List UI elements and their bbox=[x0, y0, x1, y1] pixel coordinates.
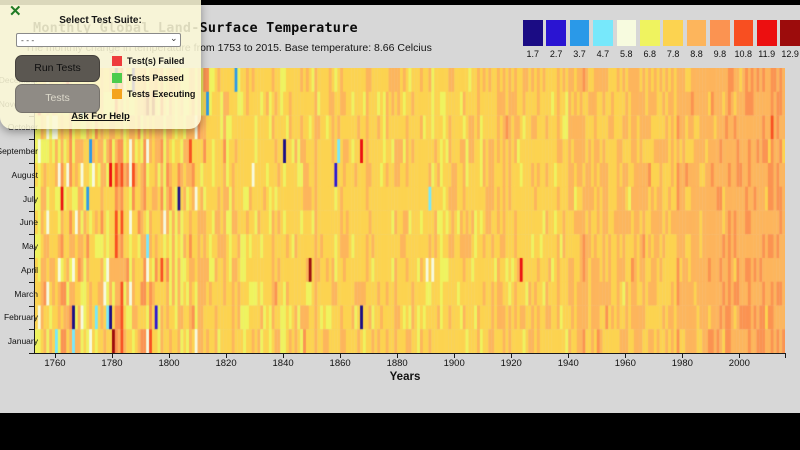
y-axis-label-month: April bbox=[20, 264, 38, 275]
y-axis-tick bbox=[29, 186, 34, 188]
test-suite-select[interactable]: - - - bbox=[16, 33, 181, 47]
x-axis-label-year: 2000 bbox=[728, 358, 750, 369]
tests-button[interactable]: Tests bbox=[15, 84, 100, 113]
x-axis-label-year: 1880 bbox=[386, 358, 408, 369]
legend-tick-label: 7.8 bbox=[666, 49, 680, 59]
x-axis-tick bbox=[397, 353, 399, 358]
x-axis-label-year: 1840 bbox=[272, 358, 294, 369]
x-axis-tick bbox=[54, 353, 56, 358]
legend-swatch bbox=[663, 20, 683, 46]
y-axis-tick bbox=[29, 329, 34, 331]
y-axis bbox=[34, 68, 35, 353]
x-axis-label-year: 1800 bbox=[158, 358, 180, 369]
legend-tick-label: 3.7 bbox=[573, 49, 586, 59]
test-status-label: Test(s) Failed bbox=[127, 56, 185, 66]
legend-swatch bbox=[546, 20, 566, 46]
x-axis-label-year: 1940 bbox=[557, 358, 579, 369]
legend-swatch bbox=[780, 20, 800, 46]
legend-tick-label: 12.9 bbox=[781, 49, 799, 59]
x-axis-tick bbox=[511, 353, 513, 358]
x-axis bbox=[34, 353, 786, 354]
test-status-label: Tests Passed bbox=[127, 72, 184, 83]
legend-swatch bbox=[523, 20, 543, 46]
x-axis-tick bbox=[169, 353, 171, 358]
legend-tick-label: 10.8 bbox=[734, 49, 753, 59]
legend-tick-label: 11.9 bbox=[758, 49, 776, 59]
y-axis-label-month: January bbox=[7, 336, 38, 347]
x-axis-tick bbox=[283, 353, 285, 358]
y-axis-label-month: July bbox=[22, 193, 38, 204]
x-axis-tick bbox=[568, 353, 570, 358]
test-status-swatch bbox=[112, 89, 122, 99]
x-axis-tick bbox=[625, 353, 627, 358]
x-axis-label-year: 1920 bbox=[500, 358, 522, 369]
y-axis-tick bbox=[29, 258, 34, 259]
x-axis-label-year: 1820 bbox=[215, 358, 237, 369]
run-tests-button[interactable]: Run Tests bbox=[15, 55, 100, 82]
ask-for-help-link-wrap: Ask For Help bbox=[0, 111, 201, 122]
x-axis-title: Years bbox=[389, 371, 421, 383]
y-axis-label-month: May bbox=[21, 241, 38, 252]
x-axis-label-year: 1780 bbox=[101, 358, 123, 369]
legend-swatch bbox=[616, 20, 637, 46]
legend-tick-label: 6.8 bbox=[643, 49, 656, 59]
y-axis-tick bbox=[29, 139, 34, 141]
legend-tick-label: 2.7 bbox=[549, 49, 563, 59]
y-axis-tick bbox=[29, 281, 34, 283]
test-status-label: Tests Executing bbox=[127, 89, 196, 99]
legend-tick-label: 1.7 bbox=[526, 49, 539, 59]
test-status-swatch bbox=[112, 56, 122, 66]
legend-tick-label: 4.7 bbox=[596, 49, 610, 59]
legend-swatch bbox=[733, 20, 754, 46]
x-axis-tick bbox=[454, 353, 456, 358]
y-axis-label-month: June bbox=[19, 217, 38, 228]
ask-for-help-link[interactable]: Ask For Help bbox=[71, 111, 130, 122]
y-axis-label-month: March bbox=[14, 288, 38, 299]
test-status-swatch bbox=[112, 72, 122, 83]
y-axis-label-month: September bbox=[0, 146, 38, 157]
legend-swatch bbox=[757, 20, 777, 46]
x-axis-tick bbox=[111, 353, 113, 358]
close-icon[interactable]: ✕ bbox=[9, 3, 22, 20]
x-axis-tick bbox=[739, 353, 741, 358]
temperature-legend: 1.7 2.7 3.7 4.7 5.8 6.8 7.8 8.8 9.8 10.8 11.9 12.9 bbox=[523, 20, 800, 62]
x-axis-label-year: 1900 bbox=[443, 358, 465, 369]
x-axis-label-year: 1960 bbox=[614, 358, 636, 369]
y-axis-label-month: August bbox=[11, 169, 38, 180]
test-suite-heading: Select Test Suite: bbox=[59, 15, 142, 26]
legend-tick-label: 9.8 bbox=[713, 49, 727, 59]
x-axis-tick bbox=[682, 353, 684, 358]
y-axis-tick bbox=[29, 163, 34, 164]
y-axis-label-month: February bbox=[3, 312, 38, 323]
legend-swatch bbox=[686, 20, 707, 46]
test-suite-panel: ✕ Select Test Suite: - - - ⌄ Run Tests T… bbox=[0, 0, 201, 129]
legend-tick-label: 5.8 bbox=[620, 49, 633, 59]
y-axis-tick bbox=[29, 210, 34, 212]
y-axis-tick bbox=[29, 353, 34, 354]
legend-tick-label: 8.8 bbox=[690, 49, 703, 59]
x-axis-end-tick bbox=[785, 353, 786, 358]
x-axis-label-year: 1980 bbox=[671, 358, 693, 369]
x-axis-tick bbox=[340, 353, 342, 358]
x-axis-tick bbox=[226, 353, 228, 358]
y-axis-tick bbox=[29, 305, 34, 307]
legend-swatch bbox=[593, 20, 613, 46]
legend-swatch bbox=[640, 20, 660, 46]
y-axis-tick bbox=[29, 234, 34, 236]
legend-swatch bbox=[710, 20, 730, 46]
legend-swatch bbox=[569, 20, 590, 46]
x-axis-label-year: 1760 bbox=[44, 358, 66, 369]
x-axis-label-year: 1860 bbox=[329, 358, 351, 369]
